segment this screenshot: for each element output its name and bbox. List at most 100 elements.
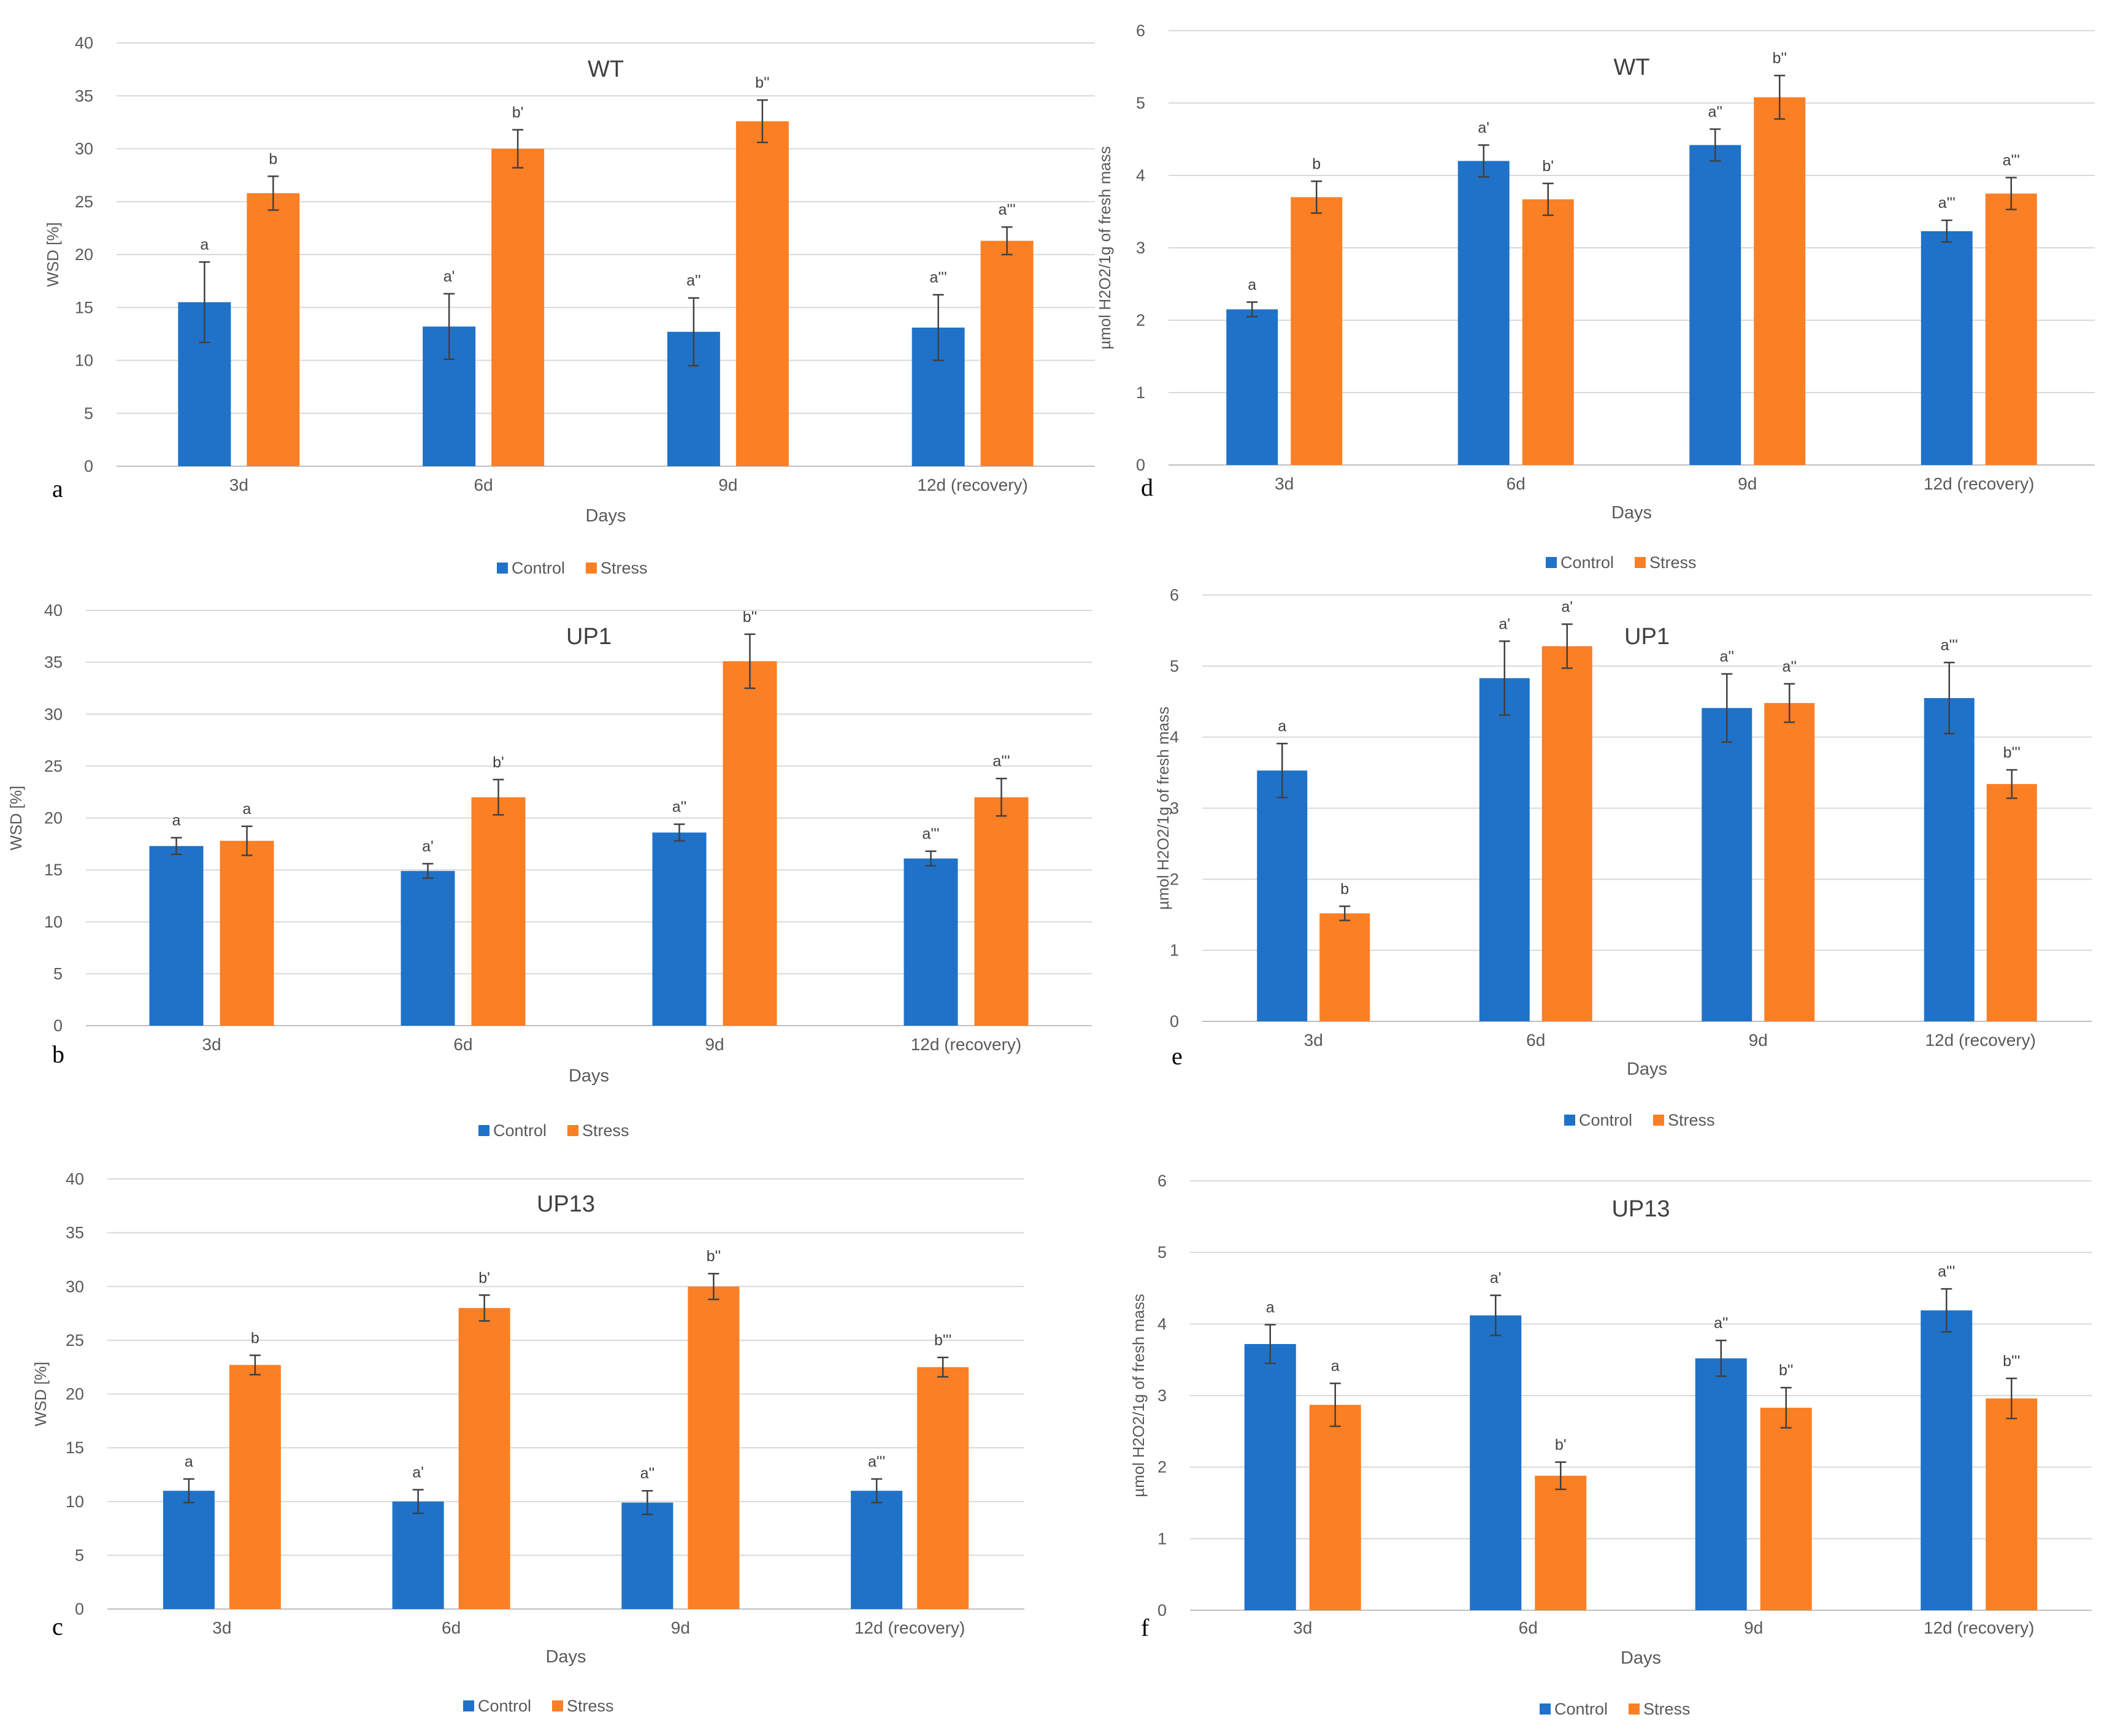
significance-label: b' [478, 1269, 490, 1286]
bar-stress-3d [1309, 1405, 1361, 1610]
x-category-label: 6d [1507, 474, 1526, 493]
significance-label: a''' [1941, 637, 1958, 654]
significance-label: a' [1490, 1270, 1502, 1287]
significance-label: b' [1542, 158, 1554, 175]
bar-control-6d [1470, 1315, 1522, 1610]
significance-label: a'' [1783, 658, 1797, 675]
y-tick-label: 6 [1170, 586, 1179, 604]
bar-control-12drecovery [904, 858, 958, 1026]
y-tick-label: 5 [1157, 1243, 1167, 1262]
y-tick-label: 35 [66, 1224, 84, 1242]
y-tick-label: 25 [75, 193, 93, 211]
y-tick-label: 0 [53, 1016, 63, 1035]
significance-label: a'' [1708, 103, 1722, 120]
y-tick-label: 30 [75, 140, 93, 158]
chart-panel-f: 0 1 2 3 4 5 6 UP13 a a 3d a' b' 6d a'' b'' 9d a''' b''' 12d… [1129, 1172, 2092, 1718]
bar-stress-12drecovery [1986, 784, 2037, 1021]
significance-label: a''' [922, 826, 939, 843]
x-category-label: 3d [212, 1618, 231, 1637]
x-category-label: 12d (recovery) [1924, 1618, 2035, 1637]
y-tick-label: 1 [1170, 941, 1179, 959]
x-category-label: 3d [229, 475, 248, 494]
chart-title: UP13 [1611, 1196, 1670, 1222]
y-tick-label: 4 [1136, 166, 1145, 185]
x-category-label: 6d [474, 475, 493, 494]
legend-swatch-control [463, 1700, 474, 1711]
significance-label: b''' [2003, 744, 2021, 761]
y-tick-label: 25 [66, 1331, 84, 1350]
significance-label: b [251, 1329, 259, 1346]
significance-label: a' [1499, 615, 1510, 632]
y-tick-label: 1 [1157, 1529, 1167, 1548]
significance-label: b'' [1779, 1362, 1793, 1379]
y-tick-label: 20 [44, 809, 63, 828]
legend-swatch-stress [552, 1700, 563, 1711]
x-axis-title: Days [1611, 503, 1652, 523]
x-axis-title: Days [569, 1066, 609, 1086]
legend-swatch-control [478, 1125, 489, 1136]
significance-label: a''' [999, 201, 1016, 218]
y-tick-label: 15 [66, 1438, 84, 1457]
y-tick-label: 3 [1170, 799, 1179, 818]
legend-label-control: Control [1554, 1700, 1608, 1718]
legend-label-control: Control [493, 1121, 547, 1140]
x-category-label: 9d [705, 1035, 724, 1054]
x-category-label: 6d [1526, 1031, 1545, 1050]
panel-letter: d [1141, 474, 1153, 501]
legend: Control Stress [1564, 1111, 1715, 1129]
y-tick-label: 5 [1170, 657, 1179, 675]
significance-label: b [269, 150, 277, 167]
legend-label-control: Control [1560, 553, 1614, 572]
significance-label: b'' [743, 609, 757, 626]
y-tick-label: 6 [1136, 21, 1145, 40]
legend-label-stress: Stress [1649, 553, 1697, 572]
x-category-label: 12d (recovery) [917, 475, 1028, 494]
bar-stress-12drecovery [917, 1367, 969, 1609]
y-axis-title: WSD [%] [44, 222, 62, 286]
x-category-label: 9d [1749, 1031, 1768, 1050]
significance-label: a [243, 801, 251, 818]
y-tick-label: 25 [44, 757, 63, 775]
y-tick-label: 2 [1157, 1458, 1167, 1477]
bar-stress-6d [471, 797, 526, 1026]
legend-swatch-control [1564, 1115, 1575, 1126]
significance-label: a''' [868, 1453, 885, 1470]
x-axis-title: Days [585, 506, 626, 526]
y-tick-label: 5 [1136, 94, 1145, 112]
significance-label: b [1312, 155, 1321, 172]
y-axis-title: µmol H2O2/1g of fresh mass [1154, 707, 1172, 910]
significance-label: a''' [1938, 1263, 1955, 1280]
significance-label: b [1340, 880, 1349, 897]
bar-stress-9d [1764, 703, 1815, 1021]
significance-label: a'' [686, 272, 701, 290]
y-axis-title: µmol H2O2/1g of fresh mass [1096, 146, 1114, 349]
bar-control-9d [652, 832, 707, 1026]
legend-label-control: Control [1579, 1111, 1632, 1129]
legend: Control Stress [497, 559, 648, 577]
bar-stress-6d [458, 1308, 510, 1609]
y-tick-label: 30 [44, 705, 63, 723]
x-category-label: 3d [1293, 1618, 1312, 1637]
y-tick-label: 3 [1136, 239, 1145, 257]
significance-label: b' [493, 754, 504, 771]
legend-label-stress: Stress [582, 1121, 629, 1140]
significance-label: b''' [934, 1332, 951, 1349]
significance-label: a [185, 1453, 193, 1470]
bar-stress-3d [220, 840, 274, 1026]
y-tick-label: 5 [84, 404, 93, 423]
bar-control-12drecovery [1921, 231, 1973, 465]
bar-control-6d [401, 870, 455, 1026]
bar-stress-3d [1319, 913, 1370, 1021]
bar-control-6d [1457, 161, 1510, 465]
y-tick-label: 0 [1170, 1012, 1179, 1031]
bar-control-3d [1244, 1344, 1296, 1610]
y-tick-label: 6 [1157, 1172, 1167, 1190]
significance-label: a'' [1720, 648, 1734, 666]
significance-label: b'' [1773, 50, 1787, 67]
bar-control-9d [621, 1502, 674, 1609]
y-tick-label: 10 [75, 351, 93, 370]
legend-label-stress: Stress [1668, 1111, 1715, 1129]
chart-title: WT [588, 56, 624, 82]
